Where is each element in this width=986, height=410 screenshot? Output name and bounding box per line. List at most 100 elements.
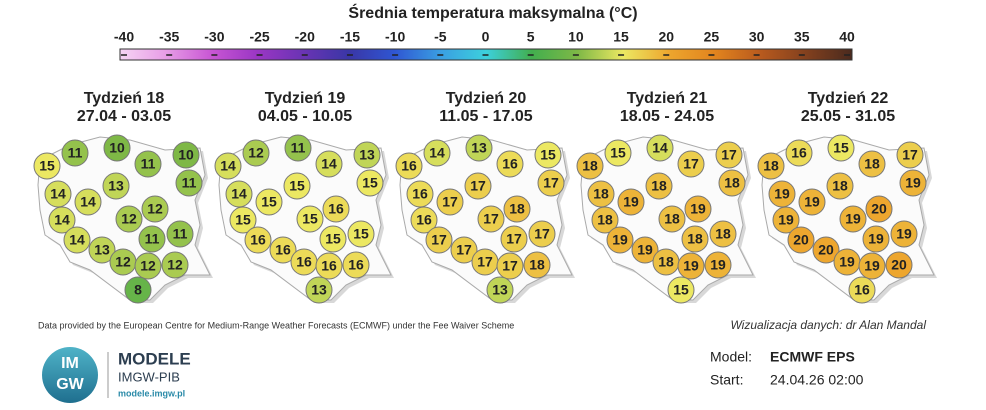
station-value: 19 (845, 211, 861, 227)
map-dates: 18.05 - 24.05 (620, 108, 714, 125)
station-value: 10 (178, 147, 194, 163)
station-value: 15 (353, 226, 369, 242)
station-value: 13 (492, 282, 508, 298)
logo (42, 347, 98, 403)
station-value: 15 (261, 194, 277, 210)
colorbar-tick-label: 35 (794, 29, 810, 45)
logo-text: GW (56, 376, 84, 393)
station-value: 14 (231, 186, 247, 202)
station-marker (436, 188, 464, 216)
station-value: 19 (690, 201, 706, 217)
station-value: 17 (506, 231, 522, 247)
station-marker (255, 188, 283, 216)
logo-text: IM (61, 355, 79, 372)
station-marker (885, 251, 913, 279)
station-marker (523, 251, 551, 279)
station-value: 18 (687, 231, 703, 247)
station-value: 19 (896, 226, 912, 242)
station-value: 17 (470, 178, 486, 194)
station-value: 15 (39, 158, 55, 174)
station-value: 11 (145, 231, 160, 247)
station-value: 13 (311, 282, 327, 298)
station-marker (768, 180, 796, 208)
station-value: 15 (302, 211, 318, 227)
map-dates: 04.05 - 10.05 (258, 108, 352, 125)
station-value: 16 (502, 156, 518, 172)
station-value: 12 (140, 258, 156, 274)
colorbar-tick-label: 25 (704, 29, 720, 45)
station-marker (646, 134, 674, 162)
station-marker (658, 205, 686, 233)
station-marker (450, 236, 478, 264)
station-value: 12 (121, 211, 137, 227)
colorbar-tick-label: -20 (295, 29, 315, 45)
station-marker (141, 195, 169, 223)
station-value: 15 (540, 147, 556, 163)
station-value: 17 (534, 226, 550, 242)
station-value: 17 (543, 175, 559, 191)
station-value: 14 (652, 140, 668, 156)
station-marker (315, 150, 343, 178)
station-marker (684, 195, 712, 223)
station-value: 17 (431, 232, 447, 248)
station-value: 19 (683, 258, 699, 274)
station-value: 14 (50, 186, 66, 202)
station-marker (681, 225, 709, 253)
colorbar-tick-label: -10 (385, 29, 405, 45)
station-value: 11 (291, 140, 306, 156)
station-value: 17 (483, 211, 499, 227)
map-dates: 11.05 - 17.05 (439, 108, 533, 125)
brand: MODELE (118, 349, 191, 368)
station-marker (858, 150, 886, 178)
station-value: 16 (416, 212, 432, 228)
colorbar-tick-label: 20 (658, 29, 674, 45)
station-value: 18 (582, 158, 598, 174)
station-marker (677, 150, 705, 178)
colorbar-tick-label: -15 (340, 29, 360, 45)
model: ECMWF EPS (770, 349, 855, 365)
station-marker (477, 205, 505, 233)
station-marker (48, 206, 76, 234)
station-value: 11 (141, 156, 156, 172)
station-marker (500, 225, 528, 253)
station-marker (63, 226, 91, 254)
colorbar-tick-label: -40 (114, 29, 134, 45)
station-marker (617, 188, 645, 216)
station-value: 8 (134, 282, 142, 298)
station-marker (103, 134, 131, 162)
station-marker (242, 139, 270, 167)
station-value: 18 (658, 254, 674, 270)
station-marker (425, 226, 453, 254)
map-dates: 25.05 - 31.05 (801, 108, 895, 125)
station-marker (353, 141, 381, 169)
station-marker (315, 252, 343, 280)
station-value: 17 (456, 242, 472, 258)
station-value: 11 (182, 175, 197, 191)
station-value: 14 (220, 158, 236, 174)
station-value: 16 (401, 158, 417, 174)
station-value: 16 (296, 254, 312, 270)
station-value: 16 (412, 186, 428, 202)
station-value: 17 (902, 147, 918, 163)
map-title: Tydzień 19 (265, 90, 346, 107)
station-value: 19 (905, 175, 921, 191)
station-value: 20 (871, 201, 887, 217)
station-value: 10 (109, 140, 125, 156)
station-value: 13 (108, 178, 124, 194)
station-marker (319, 225, 347, 253)
station-value: 18 (529, 257, 545, 273)
station-marker (214, 152, 242, 180)
station-marker (858, 252, 886, 280)
station-value: 13 (359, 147, 375, 163)
colorbar-tick-label: 5 (527, 29, 535, 45)
station-marker (322, 195, 350, 223)
station-value: 14 (321, 156, 337, 172)
station-value: 11 (68, 145, 83, 161)
station-marker (631, 236, 659, 264)
colorbar-tick-label: 30 (749, 29, 765, 45)
station-marker (74, 188, 102, 216)
colorbar-tick-label: -5 (434, 29, 447, 45)
